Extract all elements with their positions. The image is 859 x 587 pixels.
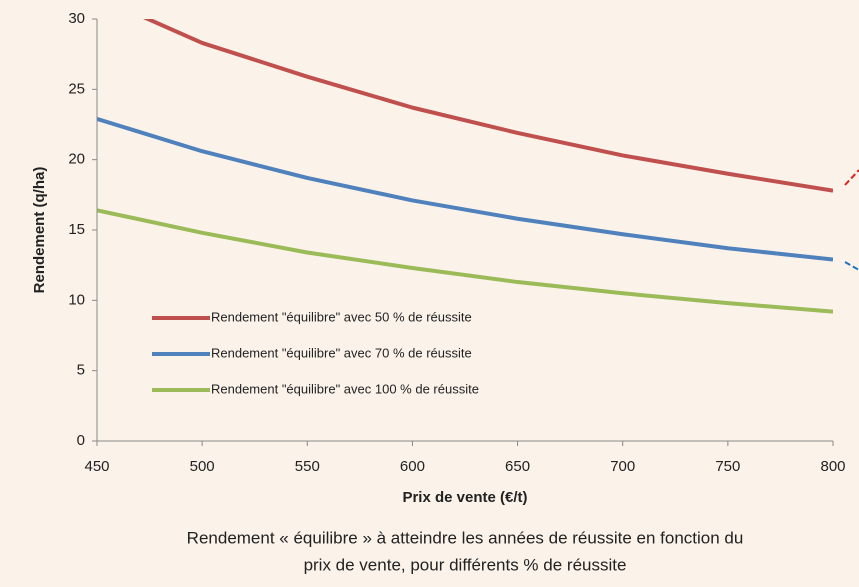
x-tick-label: 550 bbox=[295, 458, 320, 475]
legend-label: Rendement "équilibre" avec 50 % de réuss… bbox=[211, 309, 472, 324]
y-tick-label: 20 bbox=[68, 151, 85, 168]
x-tick-label: 600 bbox=[400, 458, 425, 475]
x-axis-label: Prix de vente (€/t) bbox=[402, 489, 527, 506]
x-tick-label: 750 bbox=[715, 458, 740, 475]
caption: Rendement « équilibre » à atteindre les … bbox=[187, 528, 744, 547]
y-tick-label: 15 bbox=[68, 221, 85, 238]
decoration bbox=[844, 261, 859, 271]
series-line bbox=[143, 19, 833, 193]
x-tick-label: 700 bbox=[610, 458, 635, 475]
legend-label: Rendement "équilibre" avec 70 % de réuss… bbox=[211, 345, 472, 360]
x-tick-label: 650 bbox=[505, 458, 530, 475]
series-line bbox=[97, 208, 833, 314]
y-tick-label: 0 bbox=[77, 432, 85, 449]
y-tick-label: 30 bbox=[68, 10, 85, 27]
caption: prix de vente, pour différents % de réus… bbox=[304, 555, 627, 574]
x-tick-label: 450 bbox=[84, 458, 109, 475]
decoration bbox=[844, 169, 859, 186]
x-tick-label: 500 bbox=[190, 458, 215, 475]
y-axis-label: Rendement (q/ha) bbox=[31, 167, 48, 294]
plot-area bbox=[97, 19, 833, 314]
series-line bbox=[97, 116, 833, 262]
x-tick-label: 800 bbox=[820, 458, 845, 475]
y-tick-label: 25 bbox=[68, 80, 85, 97]
y-tick-label: 10 bbox=[68, 291, 85, 308]
legend-label: Rendement "équilibre" avec 100 % de réus… bbox=[211, 381, 479, 396]
y-tick-label: 5 bbox=[77, 362, 85, 379]
